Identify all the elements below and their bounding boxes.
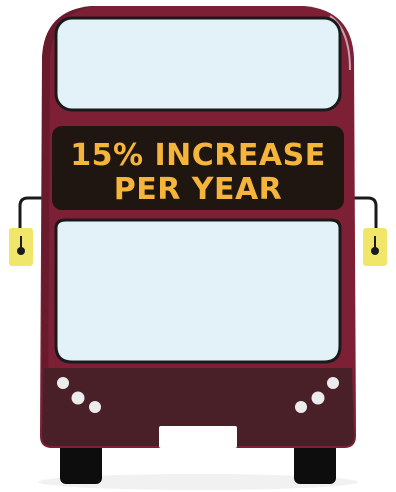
destination-sign-panel	[52, 126, 344, 210]
ground-shadow	[38, 474, 358, 490]
left-mirror-arm	[18, 196, 48, 244]
right-tyre	[294, 440, 336, 484]
front-grille	[42, 368, 354, 446]
sign-line-2: PER YEAR	[114, 172, 283, 207]
headlight-icon	[89, 401, 101, 413]
right-headlights	[295, 377, 339, 413]
number-plate	[159, 426, 237, 448]
headlight-icon	[295, 401, 307, 413]
headlight-icon	[71, 391, 85, 405]
headlight-icon	[57, 377, 69, 389]
left-tyre	[60, 440, 102, 484]
right-mirror-icon	[363, 228, 387, 266]
left-headlights	[57, 377, 101, 413]
left-mirror-icon	[9, 228, 33, 266]
lower-windscreen	[54, 218, 342, 364]
body-top-highlight	[329, 15, 351, 71]
upper-windscreen	[54, 16, 342, 112]
sign-line-1: 15% INCREASE	[70, 138, 325, 173]
headlight-icon	[311, 391, 325, 405]
headlight-icon	[327, 377, 339, 389]
right-mirror-arm	[348, 196, 378, 244]
destination-sign: 15% INCREASE PER YEAR	[52, 126, 344, 210]
